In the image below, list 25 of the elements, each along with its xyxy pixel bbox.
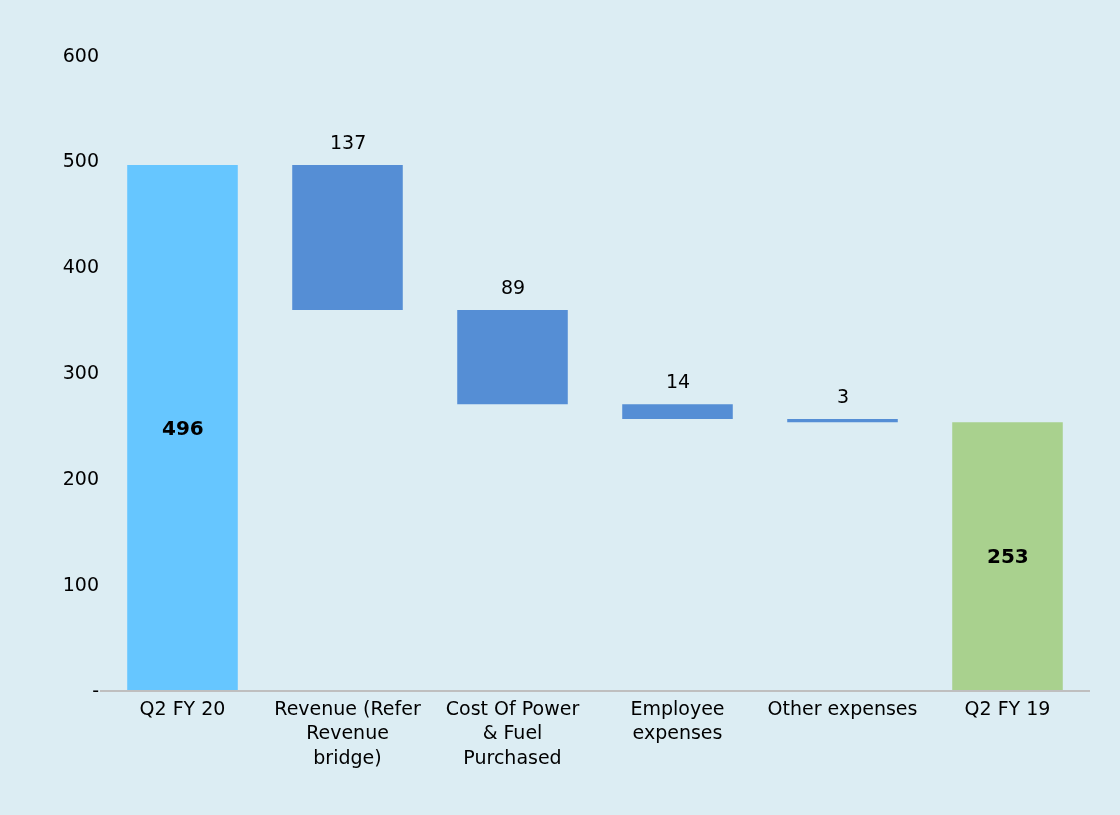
data-label: 89 <box>501 276 526 298</box>
x-tick-label: Revenue (Refer Revenue bridge) <box>274 696 421 768</box>
bar <box>292 165 403 311</box>
y-tick-label: 600 <box>62 43 99 66</box>
bar <box>622 404 733 420</box>
y-tick-label: 100 <box>62 572 99 595</box>
data-label: 137 <box>330 131 367 153</box>
bar <box>127 165 238 690</box>
bar <box>457 310 568 405</box>
y-tick-label: 200 <box>62 466 99 489</box>
data-label: 3 <box>837 385 850 407</box>
y-tick-label: 300 <box>62 361 99 384</box>
bar <box>952 422 1063 690</box>
data-label: 496 <box>162 416 204 440</box>
bar <box>787 419 898 423</box>
x-tick-label: Q2 FY 20 <box>139 696 226 719</box>
y-tick-label: 500 <box>62 149 99 172</box>
y-tick-label: - <box>92 678 99 701</box>
data-label: 253 <box>987 544 1029 568</box>
y-tick-label: 400 <box>62 255 99 278</box>
x-tick-label: Q2 FY 19 <box>964 696 1051 719</box>
x-tick-label: Other expenses <box>767 696 918 719</box>
x-tick-label: Employee expenses <box>630 696 725 744</box>
x-tick-label: Cost Of Power & Fuel Purchased <box>445 696 580 768</box>
data-label: 14 <box>666 370 691 392</box>
